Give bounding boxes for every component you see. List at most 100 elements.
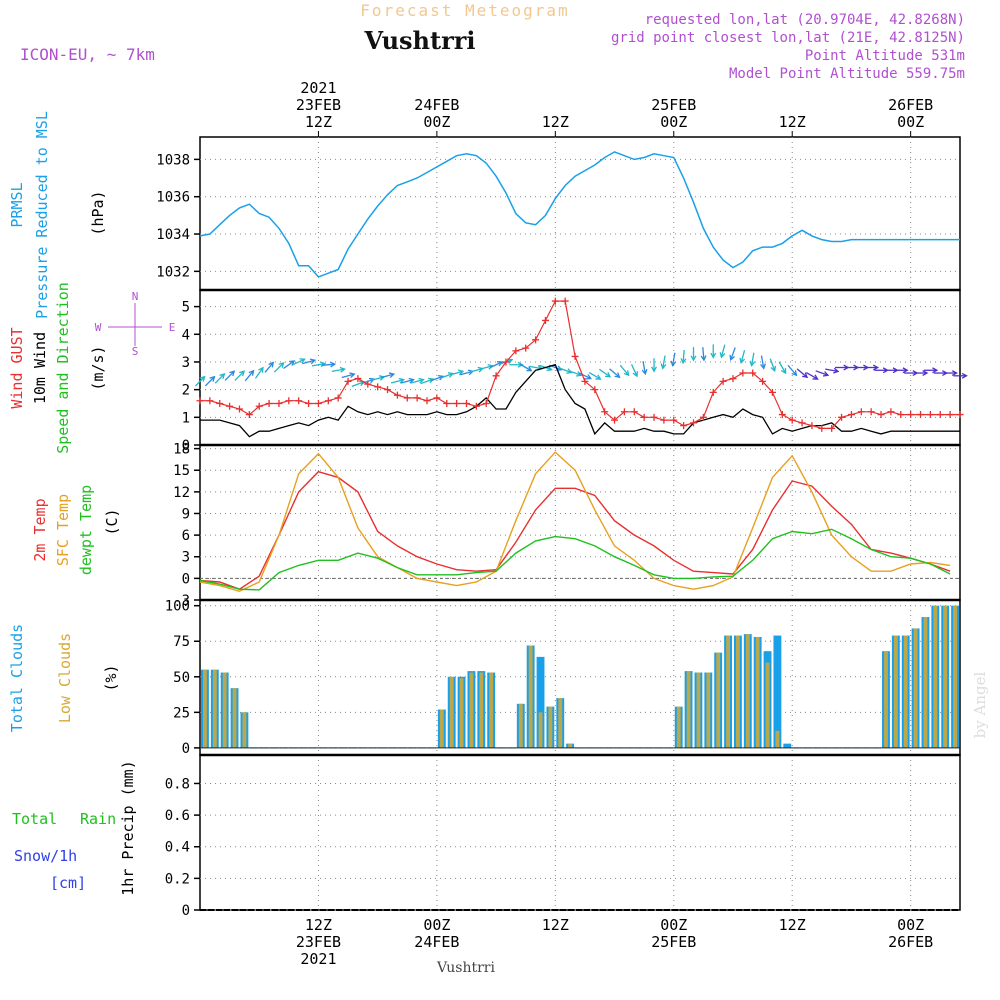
- wind-arrow-head: [329, 361, 337, 368]
- gust-marker: [433, 394, 441, 402]
- gust-marker: [611, 416, 619, 424]
- wind-arrow-shaft: [264, 362, 274, 373]
- gust-marker: [867, 408, 875, 416]
- wind-arrow-shaft: [321, 363, 335, 366]
- gust-marker: [650, 413, 658, 421]
- wind-arrow-head: [660, 363, 667, 370]
- ytick-label: 0.8: [165, 776, 190, 792]
- wind-arrow-head: [349, 372, 356, 379]
- wind-arrow-head: [833, 367, 840, 374]
- ytick-label: 50: [173, 670, 190, 686]
- wind-arrow-shaft: [750, 352, 755, 366]
- gust-marker: [374, 383, 382, 391]
- precip-unit: 1hr Precip (mm): [119, 760, 137, 895]
- bottom-time-label: 26FEB: [888, 933, 933, 951]
- low-cloud-bar: [943, 605, 948, 748]
- gust-marker: [364, 380, 372, 388]
- ytick-label: 0.2: [165, 871, 190, 887]
- bottom-time-label: 12Z: [305, 916, 332, 934]
- ytick-label: 1032: [156, 264, 190, 280]
- ytick-label: 1036: [156, 190, 190, 206]
- low-cloud-bar: [913, 628, 918, 748]
- low-cloud-bar: [203, 669, 207, 748]
- gust-marker: [275, 399, 283, 407]
- bottom-time-label: 24FEB: [414, 933, 459, 951]
- bottom-time-label: 2021: [300, 950, 336, 968]
- low-cloud-bar: [528, 645, 533, 748]
- low-cloud-bar: [489, 672, 494, 748]
- footer-station: Vushtrri: [436, 960, 495, 976]
- wind-arrow-shaft: [410, 379, 424, 384]
- gust-marker: [778, 411, 786, 419]
- low-cloud-bar: [459, 678, 464, 748]
- wind-arrow-head: [546, 365, 553, 372]
- gust-marker: [670, 416, 678, 424]
- low-cloud-bar: [479, 672, 484, 748]
- gust-marker: [265, 399, 273, 407]
- wind-arrow-head: [760, 363, 766, 370]
- label-layer: 1032103410361038012345-30369121518025507…: [8, 79, 989, 976]
- gust-marker: [887, 408, 895, 416]
- gust-marker: [946, 411, 954, 419]
- wind-arrow-shaft: [430, 375, 444, 382]
- gust-marker: [334, 394, 342, 402]
- wind-arrow-shaft: [400, 379, 414, 384]
- low-cloud-bar: [726, 635, 730, 748]
- total-cloud-bar: [783, 743, 792, 748]
- wind-arrow-head: [289, 360, 296, 366]
- ytick-label: 4: [182, 327, 190, 343]
- gust-marker: [768, 388, 776, 396]
- wind-arrow-shaft: [254, 367, 264, 379]
- snow-unit-label: [cm]: [50, 874, 86, 892]
- snow-label: Snow/1h: [14, 847, 77, 865]
- ytick-label: 18: [173, 442, 190, 458]
- wind-arrow-head: [902, 367, 909, 374]
- low-cloud-bar: [548, 706, 553, 748]
- gust-marker: [541, 316, 549, 324]
- top-time-label: 12Z: [779, 113, 806, 131]
- wind-arrow-head: [388, 372, 396, 379]
- wind-arrow-head: [932, 367, 939, 374]
- gust-marker: [482, 399, 490, 407]
- gust-marker: [660, 416, 668, 424]
- ytick-label: 3: [182, 550, 190, 566]
- gust-marker: [245, 411, 253, 419]
- gust-marker: [897, 411, 905, 419]
- gust-marker: [354, 375, 362, 383]
- top-time-label: 2021: [300, 79, 336, 97]
- wind-arrow-head: [641, 368, 648, 376]
- wind-arrow-shaft: [609, 368, 620, 378]
- ytick-label: 0.4: [165, 840, 190, 856]
- pressure-unit: (hPa): [89, 190, 107, 235]
- ytick-label: 12: [173, 485, 190, 501]
- axes-layer: [194, 131, 961, 911]
- wind-arrow-shaft: [760, 355, 765, 369]
- ytick-label: 5: [182, 300, 190, 316]
- gust-marker: [235, 405, 243, 413]
- gust-marker: [591, 386, 599, 394]
- wind-arrow-head: [604, 371, 612, 378]
- ytick-label: 2: [182, 383, 190, 399]
- gust-marker: [956, 411, 964, 419]
- gust-marker: [571, 352, 579, 360]
- wind-arrow-shaft: [730, 347, 736, 360]
- ytick-label: 1038: [156, 152, 190, 168]
- low-cloud-bar: [538, 712, 543, 748]
- wind-arrow-shaft: [420, 378, 434, 385]
- wind-arrow-head: [526, 366, 533, 372]
- wind-arrow-shaft: [671, 352, 676, 366]
- plot-layer: [194, 151, 968, 911]
- gust-marker: [838, 413, 846, 421]
- gust-marker: [739, 369, 747, 377]
- ytick-label: 1034: [156, 227, 190, 243]
- gust-marker: [324, 397, 332, 405]
- gust-marker: [690, 419, 698, 427]
- wind-arrow-shaft: [825, 368, 839, 373]
- wind-arrow-shaft: [302, 359, 316, 365]
- wind-arrow-shaft: [769, 358, 776, 372]
- wind-arrow-shaft: [787, 364, 797, 376]
- gust-marker: [413, 394, 421, 402]
- gust-marker: [216, 399, 224, 407]
- wind-arrow-shaft: [588, 371, 601, 380]
- wind-arrow-shaft: [311, 362, 325, 367]
